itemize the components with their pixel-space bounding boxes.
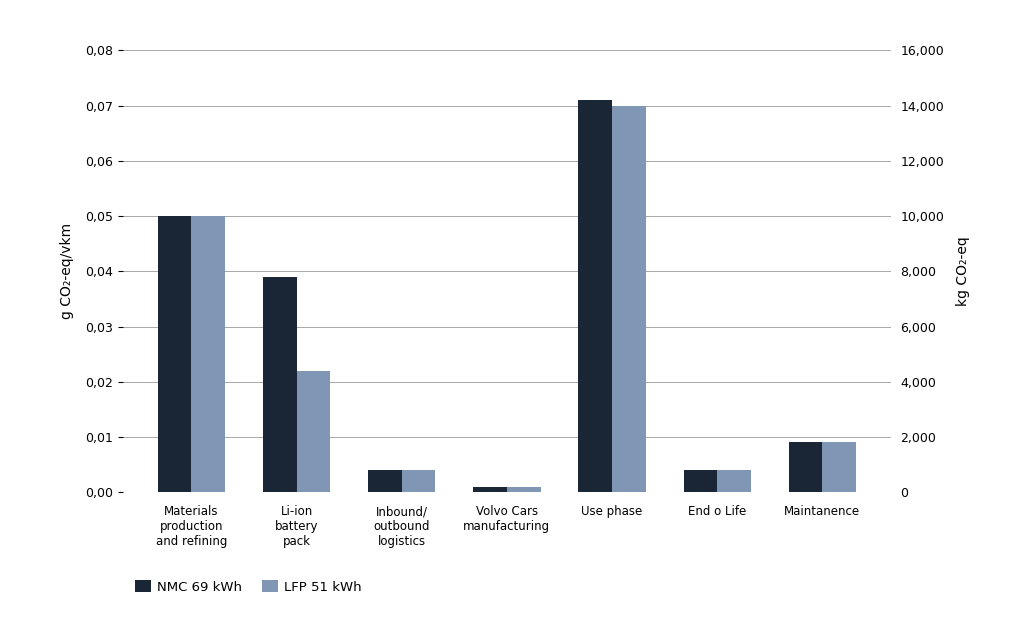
Bar bbox=[401, 470, 435, 492]
Bar bbox=[263, 277, 297, 492]
Bar bbox=[158, 216, 191, 492]
Bar bbox=[297, 371, 330, 492]
Bar bbox=[191, 216, 225, 492]
Bar bbox=[612, 105, 646, 492]
Bar bbox=[684, 470, 717, 492]
Bar bbox=[473, 487, 507, 492]
Bar bbox=[507, 487, 541, 492]
Bar bbox=[788, 442, 822, 492]
Y-axis label: kg CO₂-eq: kg CO₂-eq bbox=[955, 237, 970, 306]
Bar bbox=[368, 470, 401, 492]
Bar bbox=[579, 100, 612, 492]
Bar bbox=[717, 470, 751, 492]
Legend: NMC 69 kWh, LFP 51 kWh: NMC 69 kWh, LFP 51 kWh bbox=[129, 575, 368, 599]
Y-axis label: g CO₂-eq/vkm: g CO₂-eq/vkm bbox=[60, 223, 74, 319]
Bar bbox=[822, 442, 856, 492]
